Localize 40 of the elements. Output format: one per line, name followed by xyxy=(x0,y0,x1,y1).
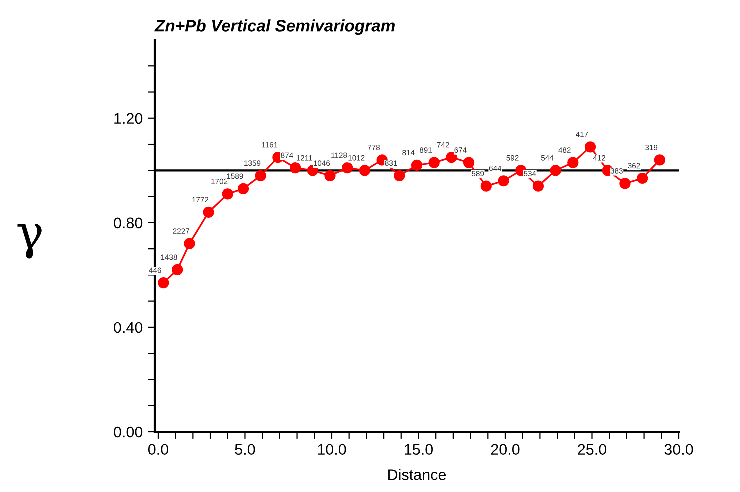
x-tick-label: 10.0 xyxy=(318,444,346,456)
point xyxy=(238,183,250,195)
y-tick-label: 0.40 xyxy=(114,322,143,334)
point xyxy=(532,180,544,192)
point xyxy=(446,152,458,164)
y-tick-label: 0.80 xyxy=(114,218,143,229)
point xyxy=(428,157,440,168)
point xyxy=(359,165,371,176)
x-tick-label: 30.0 xyxy=(664,444,694,456)
point xyxy=(158,277,170,289)
point xyxy=(654,154,666,166)
point xyxy=(342,162,354,174)
x-tick-label: 5.0 xyxy=(235,444,256,456)
point xyxy=(584,142,596,153)
y-axis-title: γ xyxy=(18,224,42,259)
point xyxy=(307,165,318,176)
point xyxy=(324,170,336,182)
x-axis-title: Distance xyxy=(388,469,446,480)
point xyxy=(411,160,423,171)
point xyxy=(480,180,492,192)
point xyxy=(498,176,510,187)
chart-title: Zn+Pb Vertical Semivariogram xyxy=(154,20,395,36)
point xyxy=(568,157,579,168)
point xyxy=(550,165,562,176)
point xyxy=(290,162,302,174)
point xyxy=(203,206,214,218)
x-tick-label: 25.0 xyxy=(578,444,607,456)
point xyxy=(222,188,234,200)
point xyxy=(184,238,196,250)
x-tick-label: 15.0 xyxy=(405,444,434,456)
y-tick-label: 0.00 xyxy=(114,426,143,438)
x-tick-label: 20.0 xyxy=(491,444,520,456)
point xyxy=(637,172,648,184)
x-tick-label: 0.0 xyxy=(148,444,168,456)
y-tick-label: 1.20 xyxy=(114,113,143,124)
point xyxy=(172,264,184,276)
point xyxy=(620,178,631,190)
point xyxy=(255,170,266,182)
point xyxy=(394,170,406,182)
point xyxy=(463,157,475,168)
